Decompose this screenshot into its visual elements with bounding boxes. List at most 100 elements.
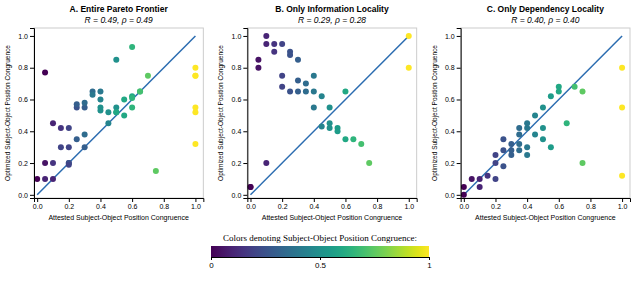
tick-mark: [132, 198, 133, 202]
tick-label: 0.0: [18, 192, 28, 199]
colorbar-gradient: [211, 246, 429, 257]
x-axis-label: Attested Subject-Object Position Congrue…: [262, 214, 403, 222]
point: [327, 104, 333, 110]
point: [461, 184, 467, 190]
tick: 0.4: [523, 198, 533, 210]
point: [556, 84, 562, 90]
tick-label: 1: [427, 261, 432, 270]
tick: 0.2: [232, 160, 248, 167]
tick: 0.8: [232, 64, 248, 71]
tick-mark: [30, 131, 34, 132]
point: [311, 89, 317, 95]
tick-mark: [464, 198, 465, 202]
tick: 0.2: [491, 198, 501, 210]
point: [247, 184, 253, 190]
point: [113, 109, 119, 115]
tick-label: 1.0: [445, 33, 455, 40]
point: [66, 144, 72, 150]
point: [619, 104, 625, 110]
point: [492, 152, 498, 158]
point: [192, 141, 198, 147]
tick-label: 0.0: [246, 203, 256, 210]
point: [192, 73, 198, 79]
axis-line: [461, 199, 630, 203]
identity-line: [37, 36, 195, 195]
point: [508, 152, 514, 158]
point: [105, 120, 111, 126]
tick-mark: [457, 68, 461, 69]
tick-mark: [377, 198, 378, 202]
axis-line: [457, 29, 462, 199]
point: [105, 109, 111, 115]
tick: 0.4: [445, 128, 461, 135]
point: [295, 57, 301, 63]
tick-mark: [30, 36, 34, 37]
tick-label: 0.0: [459, 203, 469, 210]
tick: 0.6: [554, 198, 564, 210]
tick-label: 0.6: [128, 203, 138, 210]
plot-frame: [34, 28, 203, 198]
tick-label: 0: [209, 261, 214, 270]
tick: 0.2: [64, 198, 74, 210]
tick-mark: [30, 99, 34, 100]
point: [58, 144, 64, 150]
tick-mark: [100, 198, 101, 202]
point: [113, 57, 119, 63]
tick: 0.0: [445, 192, 461, 199]
point: [477, 184, 483, 190]
point: [342, 89, 348, 95]
point: [477, 176, 483, 182]
plot-area: [34, 36, 198, 195]
point: [303, 81, 309, 87]
axis-line: [243, 29, 248, 199]
colorbar: Colors denoting Subject-Object Position …: [209, 233, 432, 270]
axis: 0.00.20.40.60.81.0: [33, 198, 204, 210]
tick: 0.8: [445, 64, 461, 71]
tick: 0.0: [246, 198, 256, 210]
tick: 0.2: [18, 160, 34, 167]
axis: 0.00.20.40.60.81.0: [232, 29, 248, 199]
point: [619, 65, 625, 71]
point: [192, 109, 198, 115]
point: [532, 131, 538, 137]
tick-mark: [559, 198, 560, 202]
point: [287, 89, 293, 95]
point: [192, 65, 198, 71]
tick: 1: [427, 257, 432, 270]
tick-label: 1.0: [18, 33, 28, 40]
point: [564, 120, 570, 126]
point: [97, 89, 103, 95]
point: [500, 147, 506, 153]
tick: 0.4: [309, 198, 319, 210]
point: [461, 192, 467, 198]
tick-mark: [30, 195, 34, 196]
point: [263, 41, 269, 47]
tick-mark: [243, 99, 247, 100]
point: [247, 184, 253, 190]
tick: 0.6: [341, 198, 351, 210]
point: [129, 44, 135, 50]
tick: 1.0: [445, 33, 461, 40]
tick-mark: [320, 257, 321, 260]
tick-mark: [495, 198, 496, 202]
tick-mark: [282, 198, 283, 202]
tick-mark: [211, 257, 212, 260]
axis: 0.00.20.40.60.81.0: [18, 29, 34, 199]
tick: 0.8: [18, 64, 34, 71]
subtitle: R = 0.29, ρ = 0.28: [298, 15, 366, 25]
tick-label: 1.0: [404, 203, 414, 210]
title: A. Entire Pareto Frontier: [70, 4, 169, 14]
point: [66, 162, 72, 168]
tick: 0.8: [159, 198, 169, 210]
point: [406, 33, 412, 39]
point: [153, 168, 159, 174]
plot-area: [247, 33, 411, 195]
axis-line: [212, 258, 430, 261]
point: [303, 89, 309, 95]
point: [192, 73, 198, 79]
axis-line: [35, 199, 204, 203]
point: [532, 112, 538, 118]
tick-label: 0.0: [232, 192, 242, 199]
tick-mark: [622, 198, 623, 202]
point: [350, 136, 356, 142]
